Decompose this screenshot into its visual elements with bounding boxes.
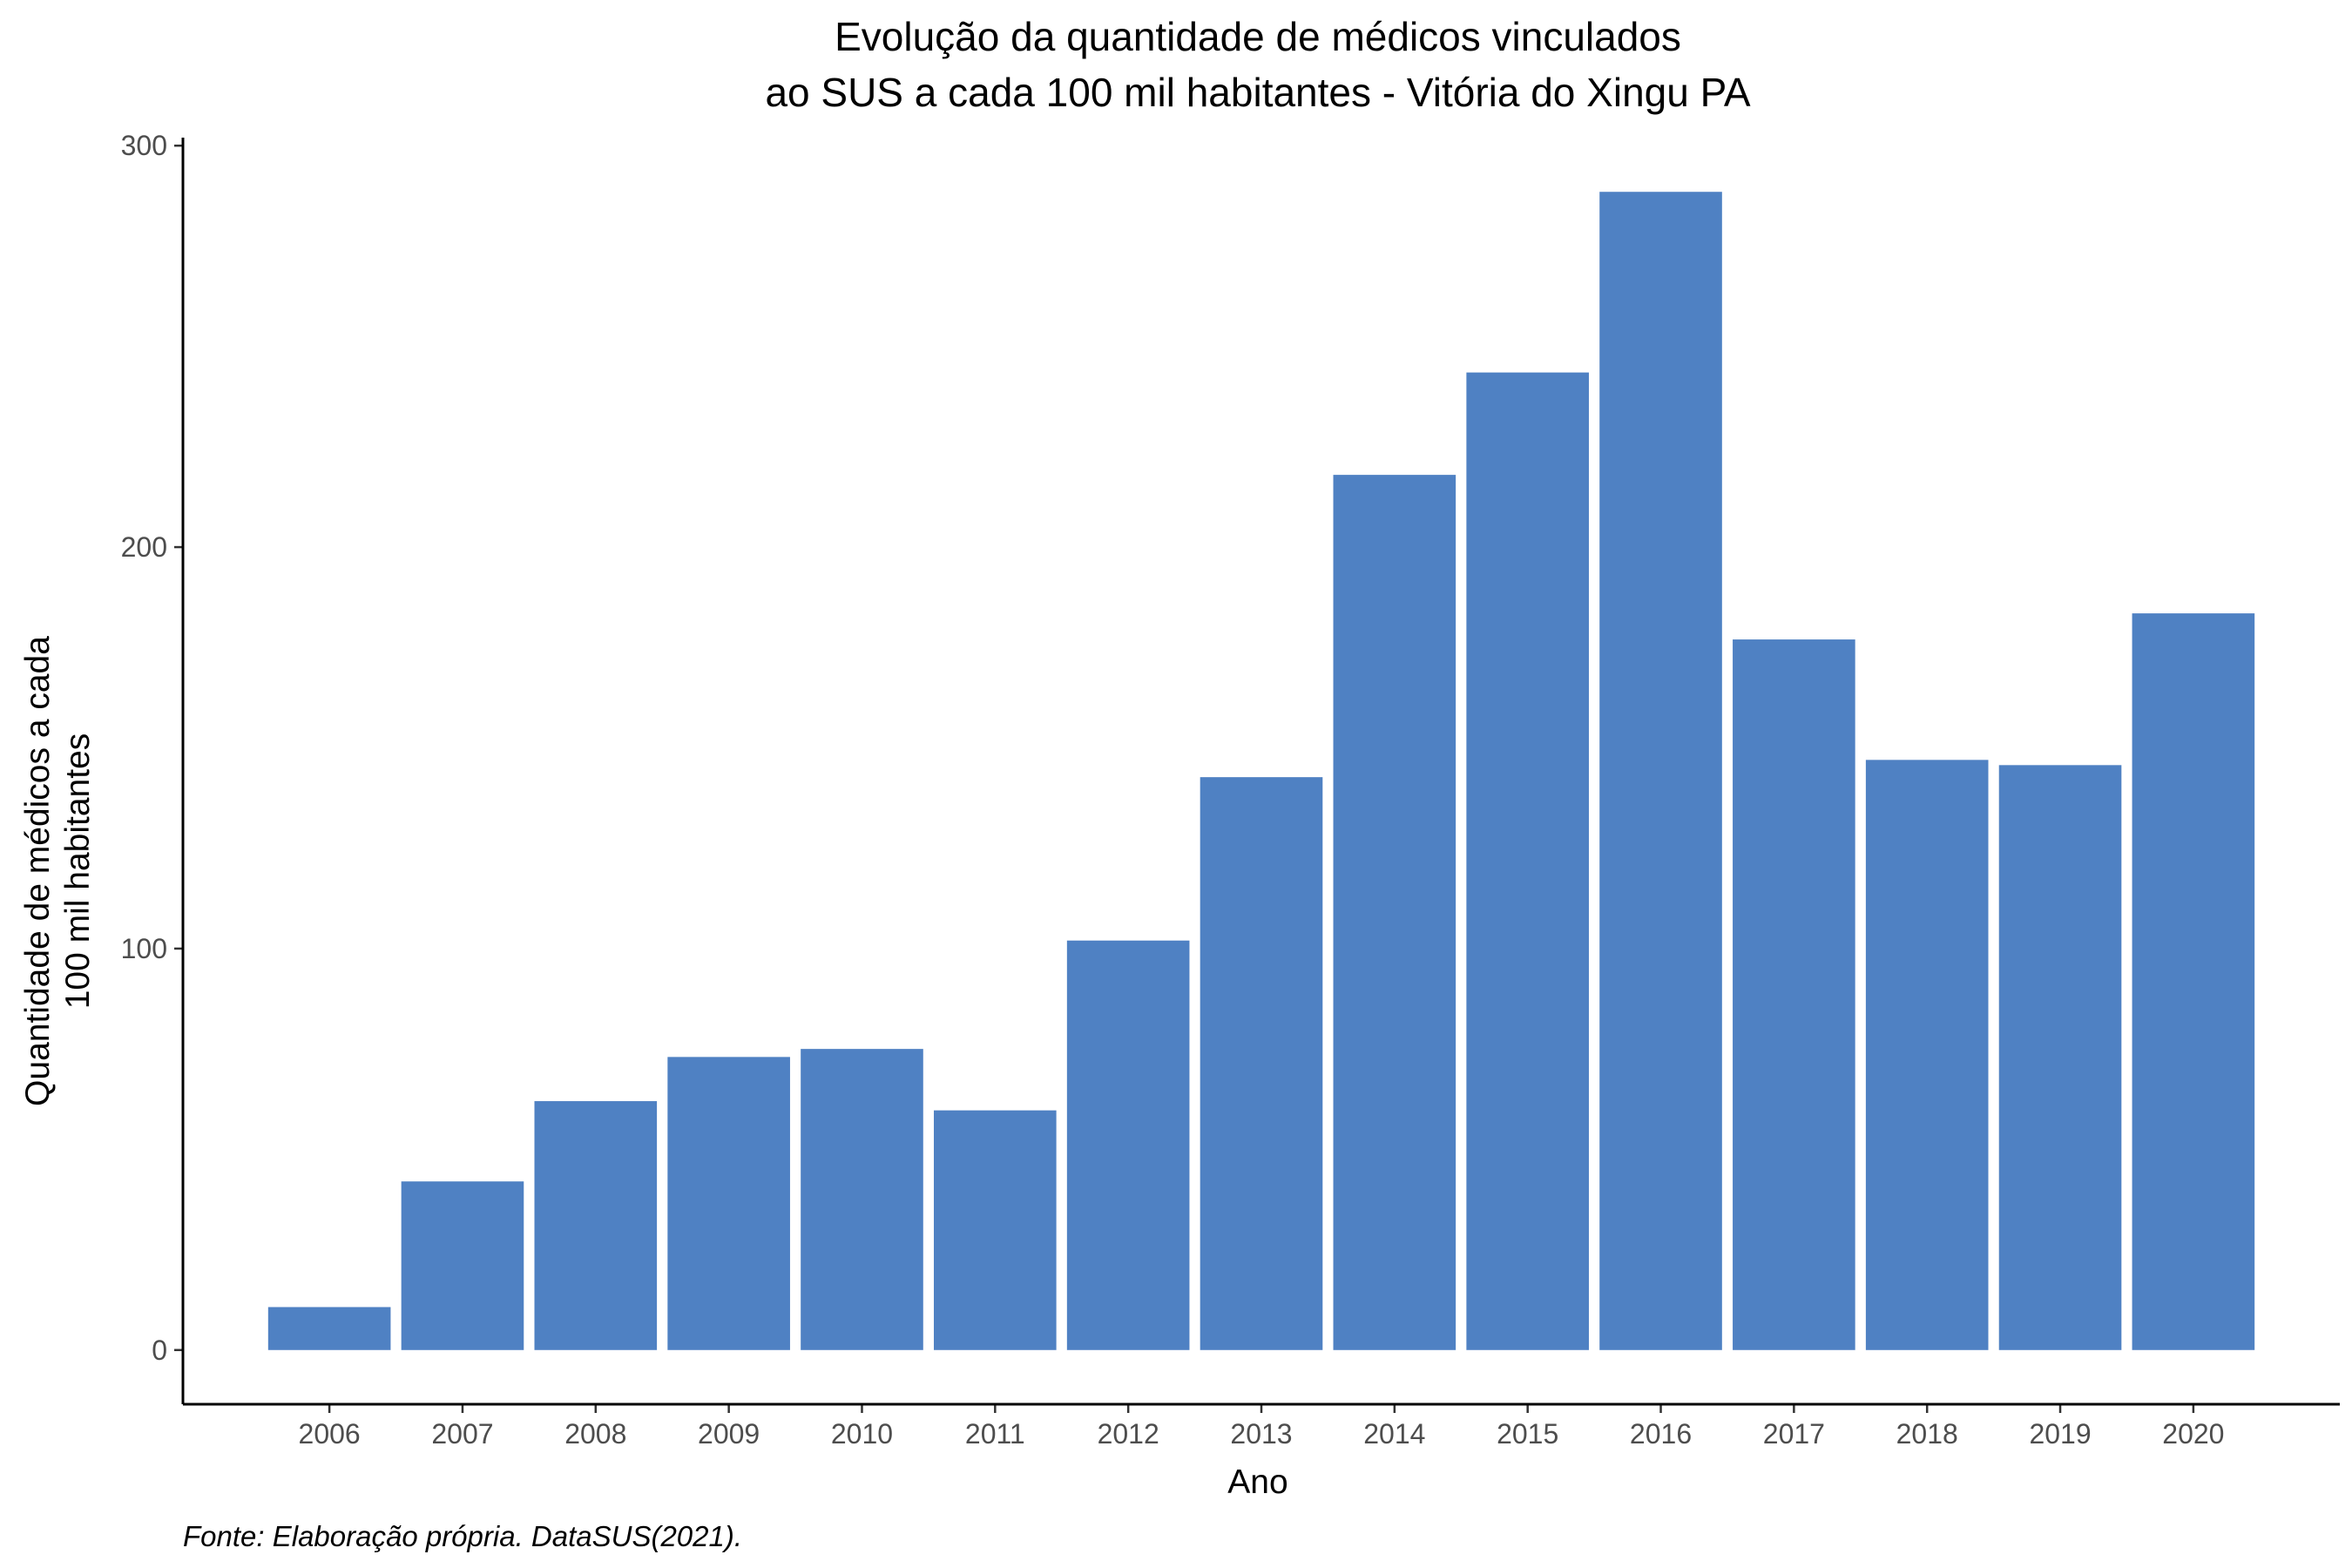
bar-2019: [1998, 765, 2122, 1350]
y-tick-label-0: 0: [152, 1335, 167, 1366]
bar-2014: [1333, 475, 1456, 1350]
x-tick-label-2008: 2008: [564, 1418, 626, 1450]
x-tick-label-2014: 2014: [1363, 1418, 1425, 1450]
x-tick-label-2017: 2017: [1763, 1418, 1825, 1450]
x-tick-label-2010: 2010: [831, 1418, 893, 1450]
x-tick-label-2018: 2018: [1896, 1418, 1958, 1450]
y-tick-label-300: 300: [121, 130, 167, 161]
chart-title-line-1: Evolução da quantidade de médicos vincul…: [835, 14, 1681, 59]
bar-2013: [1200, 777, 1323, 1350]
x-tick-label-2016: 2016: [1630, 1418, 1692, 1450]
bar-2008: [534, 1101, 658, 1350]
x-tick-label-2012: 2012: [1098, 1418, 1159, 1450]
bar-2017: [1733, 639, 1855, 1350]
bar-2012: [1066, 940, 1190, 1350]
y-axis-title-line-2: 100 mil habitantes: [59, 733, 97, 1010]
bar-2015: [1466, 372, 1589, 1350]
x-tick-label-2006: 2006: [299, 1418, 361, 1450]
chart-title: Evolução da quantidade de médicos vincul…: [765, 14, 1750, 115]
y-axis-title-line-1: Quantidade de médicos a cada: [19, 636, 57, 1106]
bar-2020: [2132, 613, 2255, 1350]
bars-group: [267, 192, 2255, 1350]
x-tick-label-2007: 2007: [431, 1418, 493, 1450]
bar-2018: [1865, 760, 1989, 1350]
y-axis-ticks: 0 100 200 300: [121, 130, 183, 1366]
bar-2011: [934, 1110, 1057, 1350]
bar-2009: [667, 1057, 790, 1350]
bar-2007: [401, 1181, 524, 1350]
x-tick-label-2009: 2009: [698, 1418, 760, 1450]
y-axis-title: Quantidade de médicos a cada 100 mil hab…: [19, 636, 97, 1106]
x-tick-label-2019: 2019: [2029, 1418, 2091, 1450]
bar-2010: [801, 1049, 923, 1350]
x-tick-label-2020: 2020: [2162, 1418, 2224, 1450]
x-axis-ticks: 2006 2007 2008 2009 2010 2011 2012 2013 2014 2015…: [299, 1404, 2224, 1450]
x-tick-label-2015: 2015: [1497, 1418, 1558, 1450]
chart-title-line-2: ao SUS a cada 100 mil habitantes - Vitór…: [765, 70, 1750, 115]
y-tick-label-100: 100: [121, 933, 167, 964]
source-caption: Fonte: Elaboração própria. DataSUS(2021)…: [183, 1520, 742, 1552]
bar-2006: [267, 1307, 391, 1350]
x-axis-title: Ano: [1227, 1463, 1288, 1501]
bar-2016: [1599, 192, 1722, 1350]
x-tick-label-2013: 2013: [1230, 1418, 1292, 1450]
x-tick-label-2011: 2011: [965, 1418, 1025, 1450]
y-tick-label-200: 200: [121, 531, 167, 563]
